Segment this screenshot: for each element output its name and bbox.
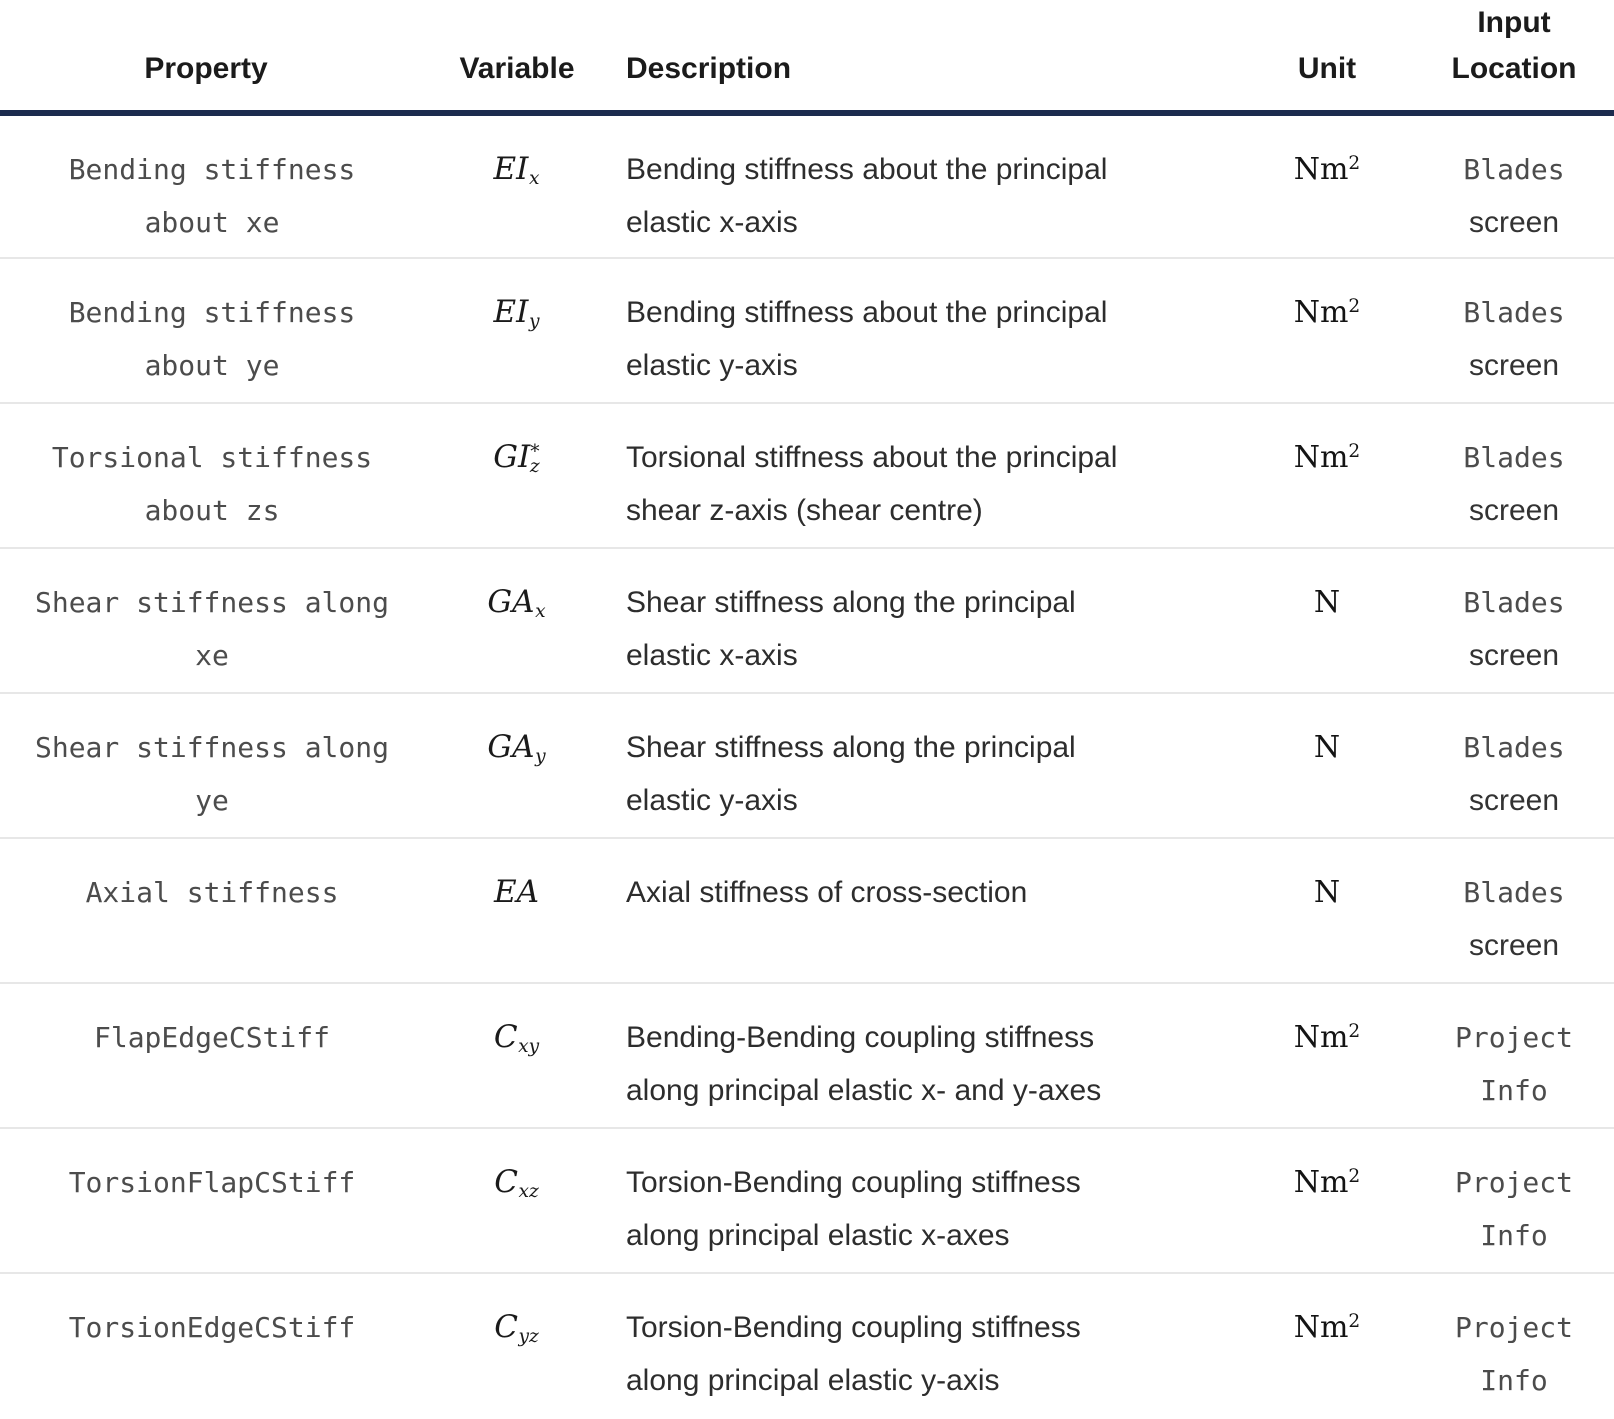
property-cell: Shear stiffness along xe (0, 547, 412, 693)
math-variable: Cyz (494, 1309, 539, 1347)
math-variable: GI*z (493, 439, 540, 477)
unit-value: Nm2 (1293, 440, 1361, 475)
unit-value: Nm2 (1293, 1310, 1361, 1345)
unit-cell: Nm2 (1240, 982, 1414, 1128)
math-variable: Cxy (493, 1019, 540, 1057)
variable-cell: GAx (412, 547, 602, 693)
table-row: TorsionEdgeCStiff Cyz Torsion-Bending co… (0, 1272, 1614, 1418)
property-cell: TorsionEdgeCStiff (0, 1272, 412, 1418)
variable-cell: Cxy (412, 982, 602, 1128)
header-row: Property Variable Description Unit Input… (0, 0, 1614, 116)
input-location-cell: Blades screen (1414, 837, 1614, 983)
description-cell: Torsional stiffness about the principal … (602, 402, 1240, 548)
property-cell: Axial stiffness (0, 837, 412, 983)
description-cell: Bending stiffness about the principal el… (602, 257, 1240, 403)
math-variable: EA (493, 874, 540, 910)
description-cell: Shear stiffness along the principal elas… (602, 692, 1240, 838)
unit-value: N (1313, 730, 1341, 765)
unit-cell: N (1240, 547, 1414, 693)
math-variable: EIy (493, 294, 540, 332)
unit-value: Nm2 (1293, 1165, 1361, 1200)
description-cell: Axial stiffness of cross-section (602, 837, 1240, 983)
variable-cell: GI*z (412, 402, 602, 548)
input-location-cell: Blades screen (1463, 153, 1565, 239)
table-row: Bending stiffness about xe EIx Bending s… (0, 113, 1614, 258)
header-description: Description (602, 0, 1240, 116)
table-row: FlapEdgeCStiff Cxy Bending-Bending coupl… (0, 982, 1614, 1128)
input-location-cell: Blades screen (1414, 257, 1614, 403)
unit-cell: Nm2 (1240, 402, 1414, 548)
input-location-cell: Blades screen (1414, 547, 1614, 693)
unit-cell: N (1240, 837, 1414, 983)
variable-cell: GAy (412, 692, 602, 838)
property-cell: Shear stiffness along ye (0, 692, 412, 838)
math-variable: Cxz (494, 1164, 539, 1202)
unit-value: N (1313, 585, 1341, 620)
variable-cell: EIx (412, 113, 602, 258)
description-cell: Shear stiffness along the principal elas… (602, 547, 1240, 693)
table-row: TorsionFlapCStiff Cxz Torsion-Bending co… (0, 1127, 1614, 1273)
unit-cell: Nm2 (1240, 1272, 1414, 1418)
property-cell: TorsionFlapCStiff (0, 1127, 412, 1273)
variable-cell: Cyz (412, 1272, 602, 1418)
table-row: Axial stiffness EA Axial stiffness of cr… (0, 837, 1614, 983)
property-cell: Bending stiffness about ye (0, 257, 412, 403)
description-cell: Bending stiffness about the principal el… (626, 153, 1108, 239)
variable-cell: EIy (412, 257, 602, 403)
math-variable: EIx (493, 151, 540, 189)
description-cell: Torsion-Bending coupling stiffness along… (602, 1127, 1240, 1273)
header-unit: Unit (1240, 0, 1414, 116)
header-input-location-line1: Input (1477, 6, 1551, 39)
unit-cell: N (1240, 692, 1414, 838)
unit-value: Nm2 (1293, 1020, 1361, 1055)
variable-cell: Cxz (412, 1127, 602, 1273)
unit-value: N (1313, 875, 1341, 910)
math-variable: GAy (487, 729, 546, 767)
unit-cell: Nm2 (1240, 113, 1414, 258)
input-location-cell: Project Info (1414, 982, 1614, 1128)
header-property: Property (0, 0, 412, 116)
property-cell: Bending stiffness about xe (68, 153, 356, 239)
unit-value: Nm2 (1293, 152, 1361, 187)
math-variable: GAx (487, 584, 546, 622)
property-cell: FlapEdgeCStiff (0, 982, 412, 1128)
description-cell: Torsion-Bending coupling stiffness along… (602, 1272, 1240, 1418)
description-cell: Bending-Bending coupling stiffness along… (602, 982, 1240, 1128)
header-input-location-line2: Location (1451, 52, 1577, 85)
table-row: Shear stiffness along ye GAy Shear stiff… (0, 692, 1614, 838)
property-cell: Torsional stiffness about zs (0, 402, 412, 548)
table-row: Torsional stiffness about zs GI*z Torsio… (0, 402, 1614, 548)
input-location-cell: Blades screen (1414, 402, 1614, 548)
input-location-cell: Blades screen (1414, 692, 1614, 838)
unit-cell: Nm2 (1240, 1127, 1414, 1273)
unit-value: Nm2 (1293, 295, 1361, 330)
table-row: Shear stiffness along xe GAx Shear stiff… (0, 547, 1614, 693)
input-location-cell: Project Info (1414, 1272, 1614, 1418)
unit-cell: Nm2 (1240, 257, 1414, 403)
table-row: Bending stiffness about ye EIy Bending s… (0, 257, 1614, 403)
header-input-location: Input Location (1414, 0, 1614, 116)
table-body: Bending stiffness about xe EIx Bending s… (0, 113, 1614, 1418)
header-variable: Variable (412, 0, 602, 116)
variable-cell: EA (412, 837, 602, 983)
input-location-cell: Project Info (1414, 1127, 1614, 1273)
table-header: Property Variable Description Unit Input… (0, 0, 1614, 116)
